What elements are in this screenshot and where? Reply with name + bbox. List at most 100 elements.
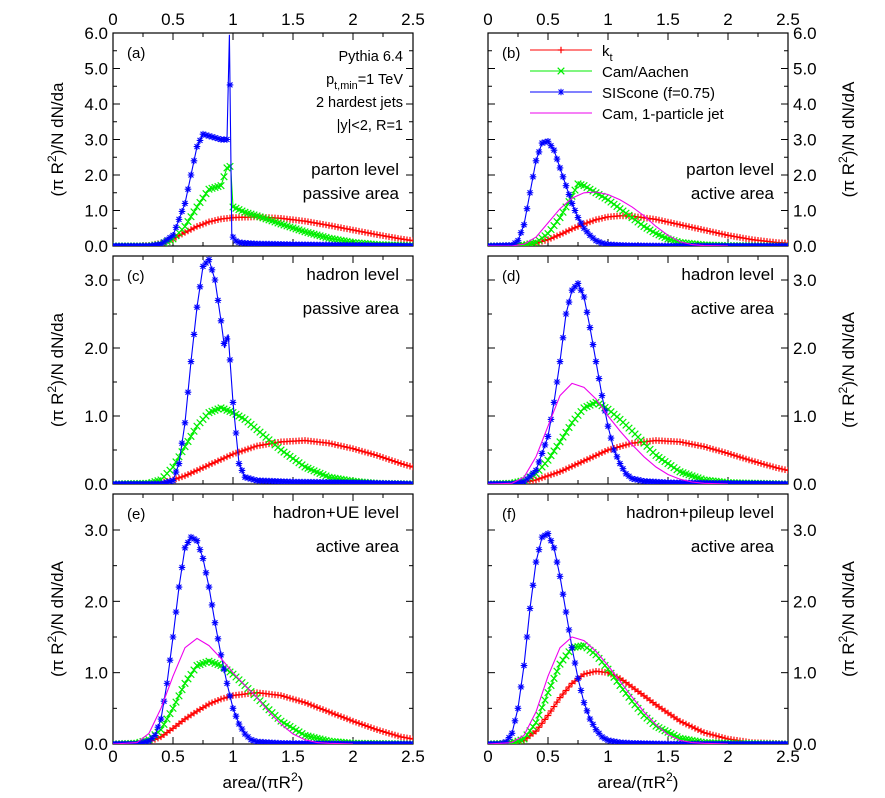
panel-annotation: active area <box>691 299 775 318</box>
data-point <box>382 729 390 736</box>
data-point <box>553 667 561 675</box>
data-point <box>202 259 210 267</box>
data-point <box>211 619 219 627</box>
data-point <box>559 173 567 181</box>
data-point <box>160 720 168 729</box>
data-point <box>193 143 201 150</box>
data-point <box>580 457 588 465</box>
data-point <box>532 157 540 165</box>
data-point <box>583 456 591 463</box>
data-point <box>565 191 573 198</box>
data-point <box>409 242 413 246</box>
data-point <box>136 739 144 744</box>
data-point <box>346 444 354 452</box>
data-point <box>181 419 189 427</box>
y-tick-label: 1.0 <box>84 664 108 683</box>
data-point <box>529 173 537 181</box>
data-point <box>196 283 204 291</box>
data-point <box>571 659 579 667</box>
data-point <box>229 399 237 406</box>
data-point <box>601 735 609 742</box>
data-point <box>589 453 597 461</box>
data-point <box>385 456 393 463</box>
data-point <box>706 730 714 738</box>
data-point <box>550 674 558 683</box>
data-point <box>550 221 558 230</box>
y-tick-label: 4.0 <box>84 95 108 114</box>
data-point <box>247 475 255 483</box>
plot-frame <box>487 255 789 485</box>
data-point <box>298 698 306 706</box>
data-point <box>529 469 537 477</box>
data-point <box>559 334 567 342</box>
data-point <box>229 233 237 241</box>
series-line <box>488 382 729 484</box>
y-tick-label: 3.0 <box>793 521 817 540</box>
data-point <box>184 185 192 193</box>
data-point <box>169 463 177 471</box>
data-point <box>223 680 231 687</box>
data-point <box>583 228 591 236</box>
data-point <box>325 439 333 447</box>
data-point <box>178 685 186 694</box>
data-point <box>622 689 630 698</box>
data-point <box>676 717 684 725</box>
data-point <box>547 451 555 460</box>
x-tick-label: 0.5 <box>536 747 560 766</box>
data-point <box>691 725 699 732</box>
data-point <box>157 715 165 723</box>
data-point <box>553 155 561 163</box>
data-point <box>706 445 714 452</box>
data-point <box>199 555 207 562</box>
data-point <box>574 642 582 651</box>
y-tick-label: 2.0 <box>84 592 108 611</box>
data-point <box>187 432 195 441</box>
data-point <box>721 449 729 456</box>
data-point <box>325 708 333 716</box>
data-point <box>598 239 606 246</box>
data-point <box>181 679 189 688</box>
data-point <box>340 443 348 450</box>
data-point <box>166 478 174 484</box>
data-point <box>349 445 357 452</box>
data-point <box>358 721 366 728</box>
legend-entry: SIScone (f=0.75) <box>602 85 715 102</box>
y-tick-label: 6.0 <box>84 24 108 43</box>
data-point <box>160 238 168 246</box>
x-tick-label: 2 <box>723 747 732 766</box>
data-point <box>547 471 555 479</box>
data-point <box>523 205 531 213</box>
data-point <box>550 233 558 241</box>
data-point <box>586 669 594 676</box>
data-point <box>559 229 567 237</box>
data-point <box>736 453 744 461</box>
y-tick-label: 1.0 <box>793 407 817 426</box>
data-point <box>565 298 573 306</box>
data-point <box>238 467 246 474</box>
data-point <box>385 730 393 737</box>
x-tick-label: 2.5 <box>401 10 425 29</box>
data-point <box>703 227 711 234</box>
data-point <box>565 423 573 432</box>
data-point <box>538 450 546 457</box>
data-point <box>553 469 561 477</box>
data-point <box>727 451 735 458</box>
data-point <box>694 225 702 232</box>
panel-label: (f) <box>502 506 516 523</box>
y-tick-label: 1.0 <box>793 202 817 221</box>
series-line <box>488 645 788 744</box>
data-point <box>613 677 621 686</box>
data-point <box>214 635 222 643</box>
x-tick-label: 1.5 <box>656 747 680 766</box>
data-point <box>388 457 396 464</box>
data-point <box>601 240 609 246</box>
chart-panel-a: 0 0.5 1 1.5 2 2.5 0.0 1.0 2.0 3.0 4.0 5.0 6.0 (π R2)/… <box>45 10 425 256</box>
data-point <box>517 241 525 246</box>
data-point <box>367 724 375 731</box>
data-point <box>349 717 357 725</box>
data-point <box>574 675 582 682</box>
data-point <box>574 280 582 287</box>
data-point <box>556 164 564 172</box>
data-point <box>607 434 615 442</box>
data-point <box>163 680 171 687</box>
